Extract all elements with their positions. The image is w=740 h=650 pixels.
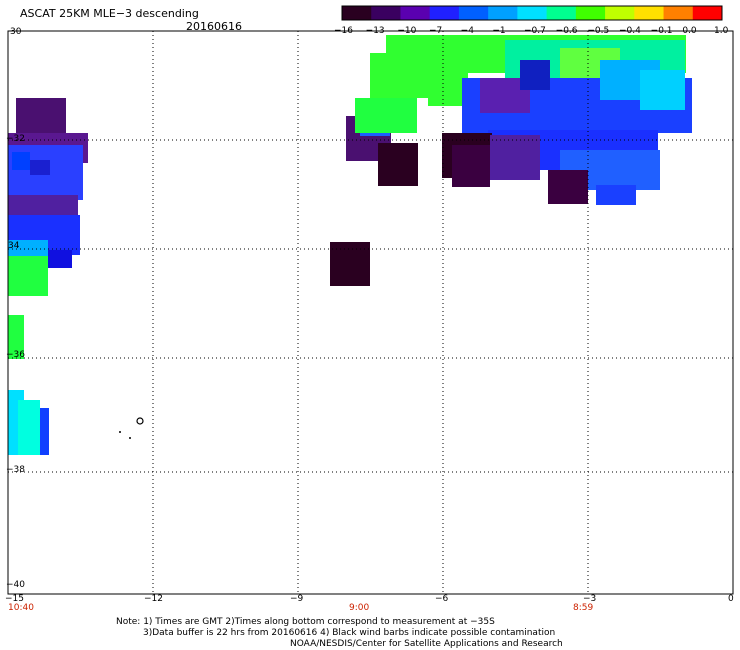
colorbar-tick-label: −0.6 [555,26,578,36]
lon-label: −3 [583,594,597,604]
colorbar-tick-label: −10 [397,26,417,36]
lon-label: −6 [435,594,449,604]
colorbar-swatch [371,6,401,20]
colorbar-swatch [488,6,518,20]
colorbar-swatch [546,6,577,20]
colorbar-tick-label: 0.0 [682,26,697,36]
time-label: 8:59 [573,603,594,613]
colorbar-swatch [634,6,665,20]
colorbar-swatch [400,6,431,20]
lon-label: −12 [144,594,163,604]
lon-label: −15 [5,594,24,604]
colorbar-swatch [458,6,489,20]
colorbar-tick-label: −4 [460,26,474,36]
lat-label: 34 [8,241,20,251]
lon-label: −9 [290,594,304,604]
island-marker [119,417,144,439]
colorbar-tick-label: −13 [365,26,385,36]
map-date: 20160616 [186,20,242,33]
colorbar-swatch [429,6,460,20]
lat-label: −32 [6,134,25,144]
colorbar-tick-label: −0.1 [650,26,673,36]
note-line-2: 3)Data buffer is 22 hrs from 20160616 4)… [143,628,556,638]
colorbar-tick-label: −16 [334,26,353,36]
data-swath-right [370,35,692,205]
map-frame [7,30,734,595]
colorbar-tick-label: −7 [429,26,443,36]
colorbar-swatch [575,6,606,20]
map-grid [8,31,733,594]
colorbar-swatch [692,6,723,20]
colorbar [341,5,723,21]
colorbar-swatch [517,6,548,20]
colorbar-tick-label: −0.4 [619,26,641,36]
colorbar-tick-label: 1.0 [714,26,729,36]
colorbar-tick-label: −1 [492,26,506,36]
lat-label: 30 [10,27,22,37]
colorbar-swatch [605,6,635,20]
colorbar-tick-label: −0.5 [587,26,610,36]
time-label: 10:40 [8,603,34,613]
data-swath-left [8,98,88,455]
note-line-1: Note: 1) Times are GMT 2)Times along bot… [116,617,495,627]
note-line-3: NOAA/NESDIS/Center for Satellite Applica… [290,639,563,649]
lat-label: −36 [6,350,25,360]
colorbar-tick-label: −0.7 [524,26,546,36]
data-swath-mid [330,98,418,286]
lat-label: −40 [6,580,25,590]
time-label: 9:00 [349,603,370,613]
map-title: ASCAT 25KM MLE−3 descending [20,7,199,20]
colorbar-swatch [342,6,372,20]
lat-label: −38 [6,465,25,475]
colorbar-swatch [663,6,694,20]
lon-label: 0 [728,594,734,604]
